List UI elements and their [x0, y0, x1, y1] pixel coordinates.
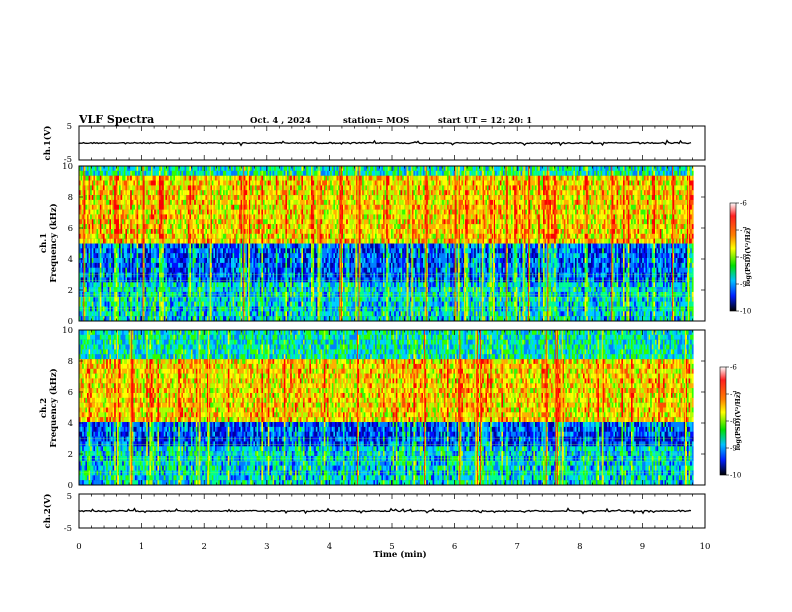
x-tick-label: 6	[452, 542, 457, 552]
vlf-spectra-figure: VLF Spectra Oct. 4 , 2024 station= MOS s…	[0, 0, 792, 612]
ch2-waveform-trace	[79, 509, 691, 514]
ch1-spec-ylabel-channel: ch.1	[39, 233, 49, 253]
figure-title: VLF Spectra	[78, 113, 154, 126]
ch1-colorbar: -6-7-8-9-10 log(PSD)(V²/Hz)	[730, 200, 752, 316]
ch2-waveform-panel: 5 -5 ch.2(V) 0 1 2 3 4 5 6 7 8 9 10 Time (min)	[42, 492, 710, 560]
ch2-colorbar-label: log(PSD)(V²/Hz)	[734, 392, 742, 451]
frequency-tick-label: 2	[68, 286, 73, 296]
x-axis-label: Time (min)	[373, 549, 426, 560]
ch2-spectrogram-panel: 0 2 4 6 8 10 ch.2 Frequency (kHz)	[39, 326, 705, 491]
start-time-label: start UT = 12: 20: 1	[438, 116, 532, 126]
x-tick-label: 10	[700, 542, 711, 552]
ch1-wave-ytick-5: 5	[67, 122, 72, 132]
frequency-tick-label: 4	[68, 255, 73, 265]
x-tick-label: 0	[76, 542, 81, 552]
x-tick-label: 2	[201, 542, 206, 552]
ch1-spec-ylabel: Frequency (kHz)	[48, 203, 59, 282]
colorbar-tick-label: -6	[730, 364, 737, 372]
ch2-wave-ytick-neg5: -5	[64, 524, 72, 534]
ch1-spectrogram-image	[79, 166, 694, 321]
ch1-waveform-panel: 5 -5 ch.1(V)	[42, 122, 705, 165]
frequency-tick-label: 2	[68, 450, 73, 460]
frequency-tick-label: 6	[68, 388, 73, 398]
ch2-colorbar: -6-7-8-9-10 log(PSD)(V²/Hz)	[720, 364, 742, 480]
date-label: Oct. 4 , 2024	[250, 116, 311, 126]
frequency-tick-label: 0	[68, 481, 73, 491]
x-tick-label: 3	[264, 542, 269, 552]
colorbar-tick-label: -10	[740, 308, 751, 316]
frequency-tick-label: 4	[68, 419, 73, 429]
frequency-tick-label: 10	[62, 162, 73, 172]
ch2-spec-ylabel: Frequency (kHz)	[48, 368, 59, 447]
x-tick-label: 1	[139, 542, 144, 552]
frequency-tick-label: 8	[68, 357, 73, 367]
ch2-wave-ylabel: ch.2(V)	[42, 494, 53, 529]
ch1-colorbar-label: log(PSD)(V²/Hz)	[744, 228, 752, 287]
ch2-wave-ytick-5: 5	[67, 492, 72, 502]
ch1-waveform-trace	[79, 141, 691, 146]
x-tick-label: 9	[640, 542, 645, 552]
station-label: station= MOS	[343, 116, 409, 126]
x-tick-label: 7	[514, 542, 519, 552]
x-tick-label: 8	[577, 542, 582, 552]
frequency-tick-label: 10	[62, 326, 73, 336]
ch1-wave-ylabel: ch.1(V)	[42, 126, 53, 161]
colorbar-tick-label: -10	[730, 472, 741, 480]
frequency-tick-label: 6	[68, 224, 73, 234]
x-tick-label: 4	[327, 542, 332, 552]
ch2-spectrogram-image	[79, 330, 694, 485]
frequency-tick-label: 8	[68, 193, 73, 203]
colorbar-tick-label: -6	[740, 200, 747, 208]
ch2-spec-ylabel-channel: ch.2	[39, 398, 49, 418]
